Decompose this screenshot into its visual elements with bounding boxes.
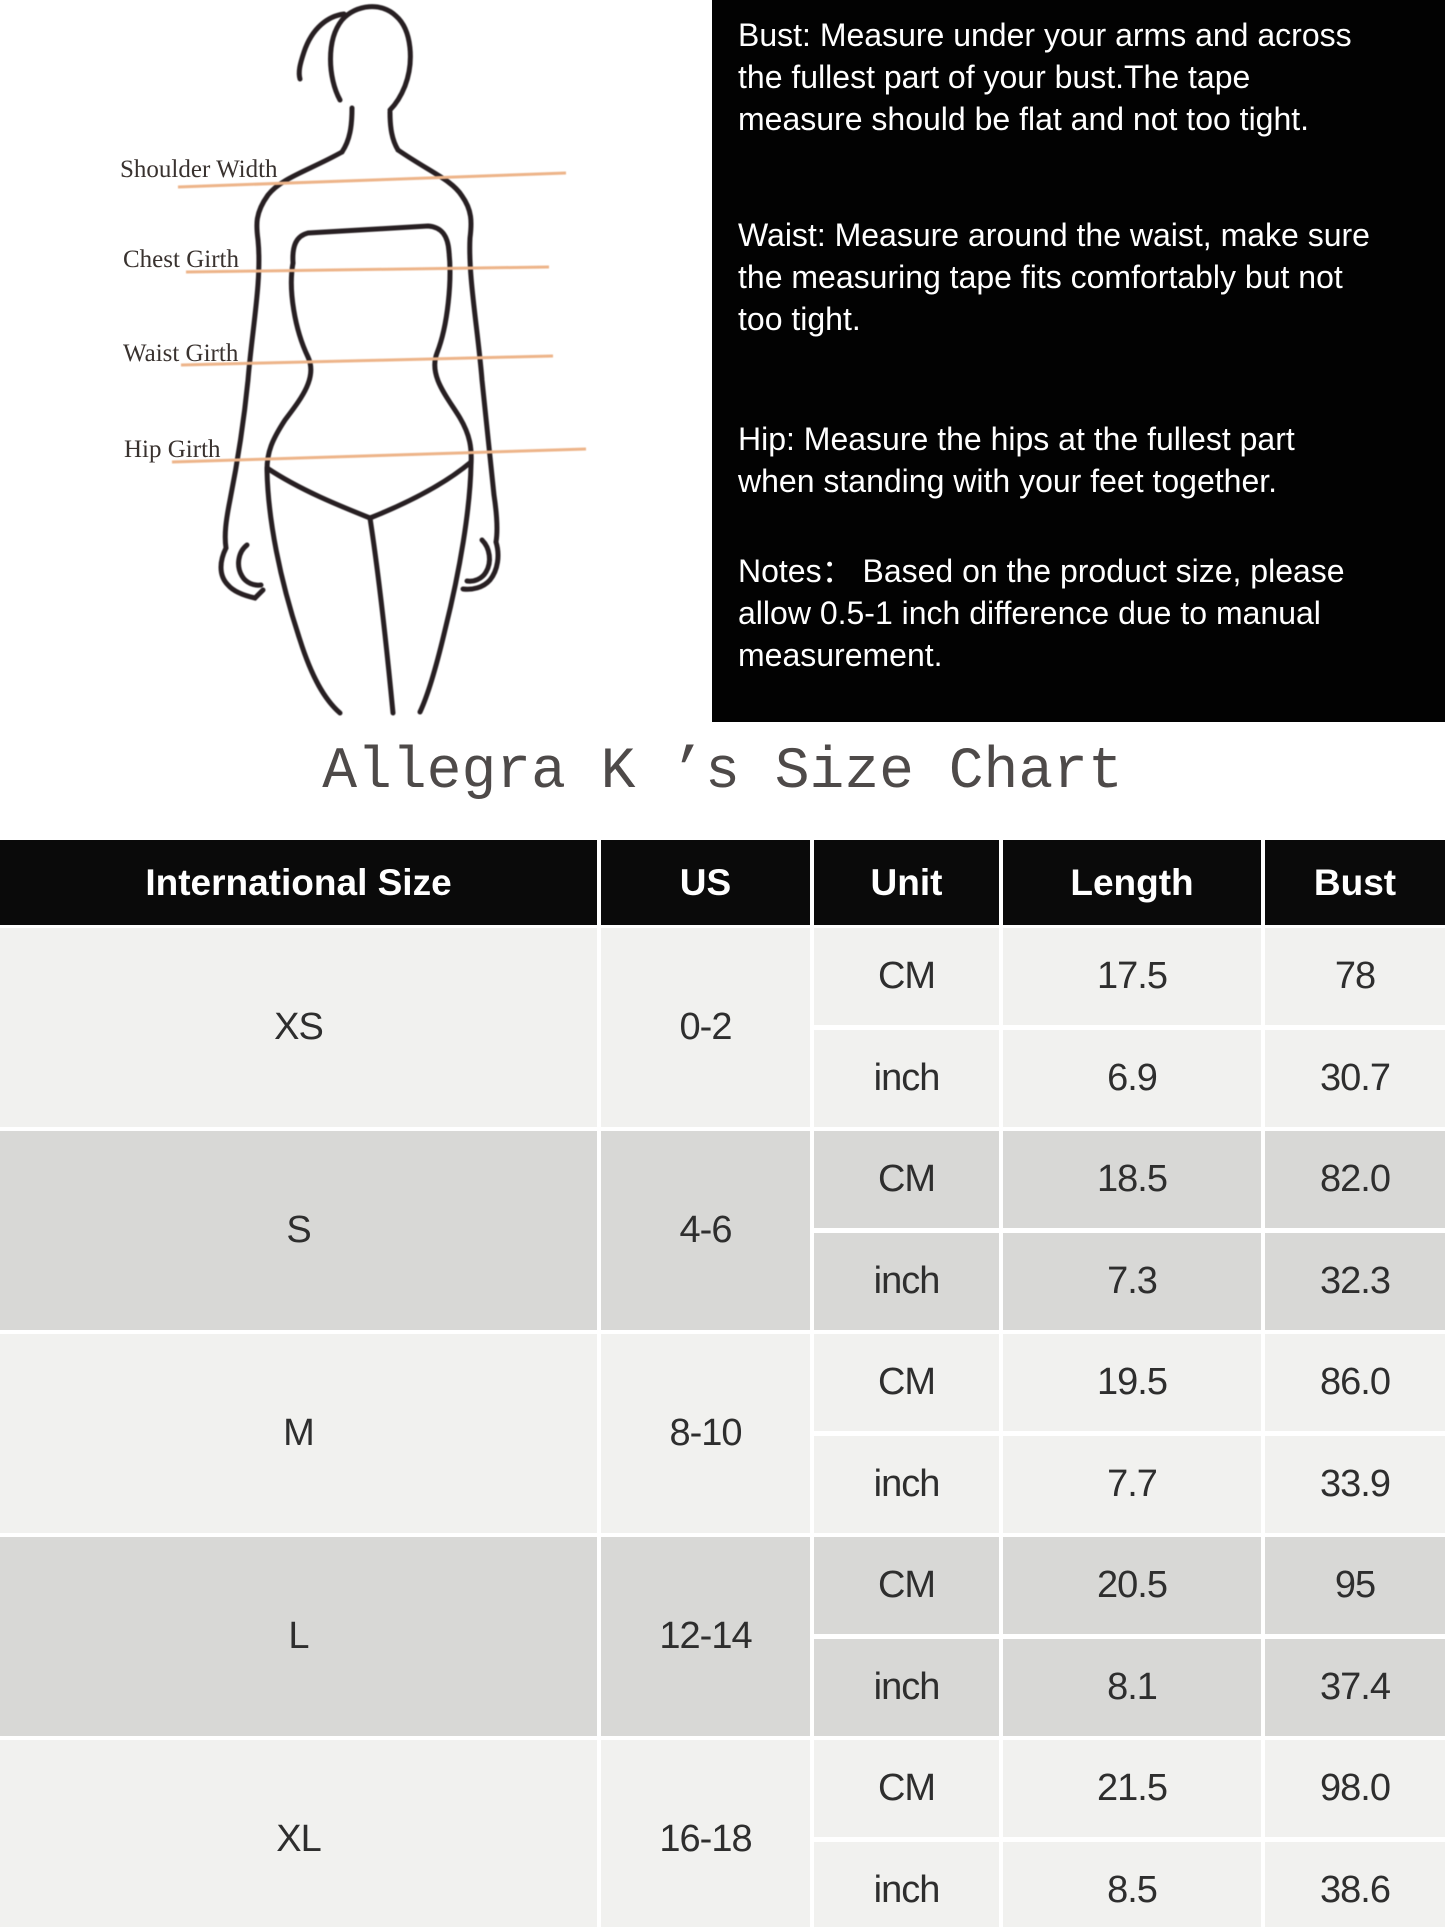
us-cell: 12-14 (601, 1537, 810, 1736)
bust-inch-cell: 32.3 (1265, 1233, 1445, 1330)
bust-inch-cell: 30.7 (1265, 1030, 1445, 1127)
bust-cm-cell: 78 (1265, 928, 1445, 1025)
shoulder-width-label: Shoulder Width (120, 156, 278, 183)
unit-cm-cell: CM (814, 1537, 999, 1634)
neck-left (339, 105, 355, 155)
waist-girth-line (180, 354, 554, 367)
waist-instructions: Waist: Measure around the waist, make su… (738, 217, 1370, 337)
us-cell: 0-2 (601, 928, 810, 1127)
length-cm-cell: 17.5 (1003, 928, 1261, 1025)
bust-cm-cell: 86.0 (1265, 1334, 1445, 1431)
bust-instructions: Bust: Measure under your arms and across… (738, 17, 1352, 137)
length-inch-cell: 7.7 (1003, 1436, 1261, 1533)
notes-text: Notes： Based on the product size, please… (738, 553, 1345, 673)
measurement-lines (171, 171, 587, 464)
unit-cm-cell: CM (814, 1740, 999, 1837)
size-cell: XL (0, 1740, 597, 1927)
bust-inch-cell: 38.6 (1265, 1842, 1445, 1927)
hip-girth-line (171, 447, 587, 464)
size-cell: S (0, 1131, 597, 1330)
bust-inch-cell: 37.4 (1265, 1639, 1445, 1736)
table-row-xl: XL 16-18 CM 21.5 98.0 inch 8.5 38.6 (0, 1740, 1445, 1927)
header-us: US (601, 840, 810, 925)
measurement-figure-panel: Shoulder Width Chest Girth Waist Girth H… (0, 0, 712, 735)
length-cm-cell: 20.5 (1003, 1537, 1261, 1634)
length-inch-cell: 8.1 (1003, 1639, 1261, 1736)
table-header-row: International Size US Unit Length Bust (0, 840, 1445, 925)
header-bust: Bust (1265, 840, 1445, 925)
right-arm-outline (395, 147, 501, 592)
bikini-right-curve (367, 459, 474, 521)
chest-girth-label: Chest Girth (123, 246, 239, 273)
hip-instructions: Hip: Measure the hips at the fullest par… (738, 421, 1295, 499)
left-hand-detail (236, 542, 264, 588)
right-hand-detail (464, 537, 492, 584)
tube-top-outline (290, 223, 452, 266)
unit-cm-cell: CM (814, 928, 999, 1025)
size-cell: L (0, 1537, 597, 1736)
size-chart-title: Allegra K ’s Size Chart (322, 740, 1123, 805)
header-international-size: International Size (0, 840, 597, 925)
unit-inch-cell: inch (814, 1842, 999, 1927)
header-length: Length (1003, 840, 1261, 925)
length-inch-cell: 7.3 (1003, 1233, 1261, 1330)
table-row-m: M 8-10 CM 19.5 86.0 inch 7.7 33.9 (0, 1334, 1445, 1533)
bikini-left-curve (264, 465, 373, 521)
length-inch-cell: 8.5 (1003, 1842, 1261, 1927)
chest-girth-line (185, 265, 550, 274)
unit-inch-cell: inch (814, 1436, 999, 1533)
bust-cm-cell: 98.0 (1265, 1740, 1445, 1837)
us-cell: 8-10 (601, 1334, 810, 1533)
us-cell: 4-6 (601, 1131, 810, 1330)
size-cell: XS (0, 928, 597, 1127)
hair-strand (296, 11, 347, 82)
unit-inch-cell: inch (814, 1233, 999, 1330)
bust-cm-cell: 95 (1265, 1537, 1445, 1634)
unit-cm-cell: CM (814, 1131, 999, 1228)
shoulder-width-line (177, 171, 567, 189)
size-cell: M (0, 1334, 597, 1533)
measuring-instructions-box: Bust: Measure under your arms and across… (712, 0, 1445, 722)
unit-inch-cell: inch (814, 1030, 999, 1127)
bust-cm-cell: 82.0 (1265, 1131, 1445, 1228)
us-cell: 16-18 (601, 1740, 810, 1927)
inner-leg-line (367, 515, 396, 716)
header-unit: Unit (814, 840, 999, 925)
female-body-outline-drawing (171, 4, 587, 716)
neck-right (387, 109, 401, 153)
length-cm-cell: 19.5 (1003, 1334, 1261, 1431)
length-cm-cell: 21.5 (1003, 1740, 1261, 1837)
table-row-l: L 12-14 CM 20.5 95 inch 8.1 37.4 (0, 1537, 1445, 1736)
hip-girth-label: Hip Girth (124, 436, 221, 463)
bust-inch-cell: 33.9 (1265, 1436, 1445, 1533)
left-arm-outline (218, 149, 345, 601)
unit-cm-cell: CM (814, 1334, 999, 1431)
length-inch-cell: 6.9 (1003, 1030, 1261, 1127)
table-row-s: S 4-6 CM 18.5 82.0 inch 7.3 32.3 (0, 1131, 1445, 1330)
unit-inch-cell: inch (814, 1639, 999, 1736)
length-cm-cell: 18.5 (1003, 1131, 1261, 1228)
table-row-xs: XS 0-2 CM 17.5 78 inch 6.9 30.7 (0, 928, 1445, 1127)
head-outline (328, 4, 413, 113)
size-table: International Size US Unit Length Bust X… (0, 840, 1445, 1927)
waist-girth-label: Waist Girth (123, 340, 239, 367)
torso-right-leg-outline (417, 249, 474, 715)
